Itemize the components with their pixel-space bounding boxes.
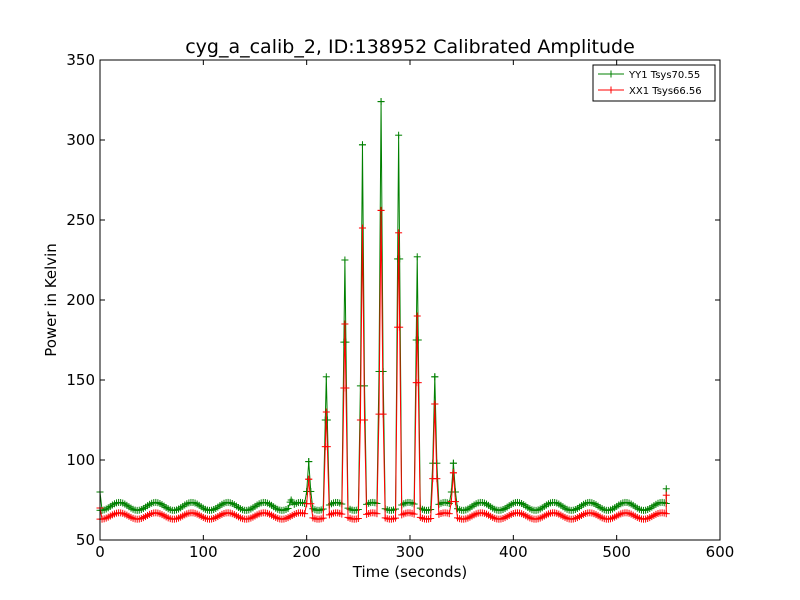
data-point (662, 491, 670, 499)
data-point (427, 515, 435, 523)
y-tick-label: 300 (66, 131, 95, 149)
data-point (449, 459, 457, 467)
data-point (342, 384, 350, 392)
data-point (305, 475, 313, 483)
x-tick-label: 600 (706, 543, 735, 561)
x-tick-label: 300 (396, 543, 425, 561)
data-point (392, 514, 400, 522)
legend-box (592, 64, 716, 102)
data-point (662, 485, 670, 493)
legend-label-xx1: XX1 Tsys66.56 (629, 86, 702, 97)
data-point (338, 510, 346, 518)
data-point (358, 224, 366, 232)
ticks-layer: 0 100 200 300 400 500 600 50 100 150 200 250 300 350 (66, 51, 734, 561)
plot-area (96, 59, 721, 541)
x-tick-label: 500 (602, 543, 631, 561)
x-tick-label: 400 (499, 543, 528, 561)
data-point (307, 500, 315, 508)
x-tick-label: 0 (95, 543, 105, 561)
chart-title: cyg_a_calib_2, ID:138952 Calibrated Ampl… (185, 36, 635, 58)
data-point (322, 373, 330, 381)
data-point (445, 510, 453, 518)
data-point (433, 475, 441, 483)
data-point (373, 510, 381, 518)
data-point (413, 253, 421, 261)
data-point (413, 312, 421, 320)
x-tick-label: 200 (292, 543, 321, 561)
data-point (414, 379, 422, 387)
data-point (284, 504, 292, 512)
data-point (377, 98, 385, 106)
legend-marker (607, 86, 615, 94)
data-point (431, 400, 439, 408)
data-point (361, 416, 369, 424)
data-point (307, 487, 315, 495)
legend-label-yy1: YY1 Tsys70.55 (628, 70, 700, 81)
axes-background (100, 60, 720, 540)
legend-marker (607, 70, 615, 78)
data-point (414, 336, 422, 344)
data-point (341, 256, 349, 264)
x-tick-label: 100 (189, 543, 218, 561)
series-xx1 (96, 206, 670, 523)
data-point (305, 458, 313, 466)
y-tick-label: 250 (66, 211, 95, 229)
data-point (323, 443, 331, 451)
series-yy1 (96, 98, 670, 514)
series-layer (96, 98, 670, 523)
data-point (322, 408, 330, 416)
data-point (395, 229, 403, 237)
data-point (451, 488, 459, 496)
y-tick-label: 350 (66, 51, 95, 69)
data-point (451, 498, 459, 506)
data-point (354, 515, 362, 523)
data-point (449, 469, 457, 477)
y-tick-label: 50 (76, 531, 95, 549)
data-point (301, 510, 309, 518)
y-tick-label: 150 (66, 371, 95, 389)
data-point (377, 206, 385, 214)
data-point (396, 323, 404, 331)
data-point (395, 131, 403, 139)
data-point (342, 338, 350, 346)
data-point (662, 510, 670, 518)
y-tick-label: 200 (66, 291, 95, 309)
data-point (410, 510, 418, 518)
data-point (431, 373, 439, 381)
data-point (396, 255, 404, 263)
legend: YY1 Tsys70.55 XX1 Tsys66.56 (592, 64, 716, 102)
y-axis-label: Power in Kelvin (42, 243, 60, 357)
x-axis-label: Time (seconds) (352, 563, 468, 581)
data-point (319, 514, 327, 522)
y-tick-label: 100 (66, 451, 95, 469)
data-point (323, 416, 331, 424)
data-point (358, 141, 366, 149)
data-point (341, 320, 349, 328)
data-point (379, 410, 387, 418)
